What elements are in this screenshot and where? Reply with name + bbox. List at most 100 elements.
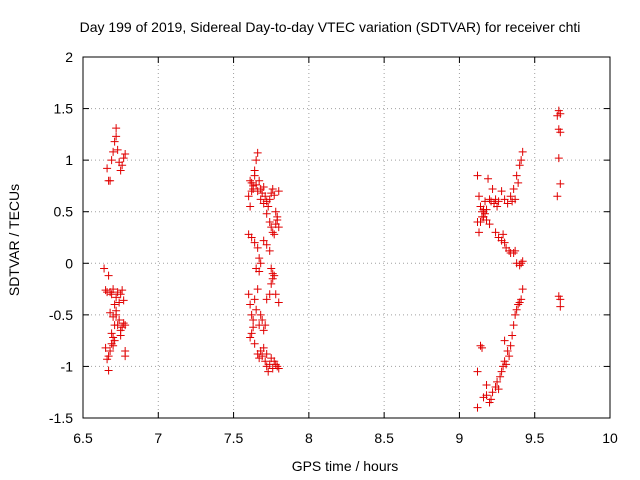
data-point [505, 352, 514, 361]
data-point [553, 192, 562, 201]
data-point [508, 331, 517, 340]
data-point [255, 176, 264, 185]
data-point [109, 147, 118, 156]
data-point [496, 372, 505, 381]
data-point [261, 192, 270, 201]
data-point [500, 336, 509, 345]
data-point [259, 343, 268, 352]
data-point [518, 285, 527, 294]
data-point [488, 388, 497, 397]
data-point [259, 236, 268, 245]
data-point [101, 286, 110, 295]
data-point [106, 308, 115, 317]
data-point [509, 185, 518, 194]
data-point [265, 246, 274, 255]
data-point [556, 179, 565, 188]
data-point [494, 385, 503, 394]
y-axis-label: SDTVAR / TECUs [6, 184, 22, 296]
data-point [511, 310, 520, 319]
data-point [509, 321, 518, 330]
data-point [482, 380, 491, 389]
data-point [503, 199, 512, 208]
data-point [107, 290, 116, 299]
data-point [106, 176, 115, 185]
data-point [262, 350, 271, 359]
data-point [497, 367, 506, 376]
data-point [265, 218, 274, 227]
data-point [500, 238, 509, 247]
data-point [247, 310, 256, 319]
data-point [511, 246, 520, 255]
data-point [259, 199, 268, 208]
data-point [556, 128, 565, 137]
data-point [115, 298, 124, 307]
data-point [514, 178, 523, 187]
data-point [121, 321, 130, 330]
data-point [253, 285, 262, 294]
data-point [110, 137, 119, 146]
data-point [517, 295, 526, 304]
data-point [116, 331, 125, 340]
data-point [253, 243, 262, 252]
y-tick-label: 1 [65, 152, 73, 168]
data-point [494, 197, 503, 206]
data-point [484, 174, 493, 183]
tick-labels: 6.5 7 7.5 8 8.5 9 9.5 10 -1.5 -1 -0.5 0 0.5 1 1.5 2 [49, 49, 618, 446]
data-point [556, 295, 565, 304]
data-point [109, 285, 118, 294]
data-point [106, 346, 115, 355]
data-point [255, 267, 264, 276]
grid [83, 57, 610, 418]
data-point [119, 319, 128, 328]
data-point [112, 124, 121, 133]
data-point [518, 257, 527, 266]
data-point [259, 182, 268, 191]
data-point [517, 259, 526, 268]
data-point [100, 264, 109, 273]
data-point [493, 202, 502, 211]
data-point [503, 346, 512, 355]
data-point [107, 329, 116, 338]
data-point [121, 149, 130, 158]
data-point [267, 264, 276, 273]
data-point [250, 171, 259, 180]
data-point [110, 300, 119, 309]
x-axis-label: GPS time / hours [292, 458, 399, 474]
data-point [493, 377, 502, 386]
data-point [252, 305, 261, 314]
data-point [113, 145, 122, 154]
data-point [249, 185, 258, 194]
data-point [502, 360, 511, 369]
x-tick-label: 7.5 [224, 430, 244, 446]
data-point [264, 367, 273, 376]
data-point [478, 343, 487, 352]
data-point [121, 352, 130, 361]
data-point [261, 321, 270, 330]
data-point [107, 156, 116, 165]
data-point [246, 333, 255, 342]
data-point [476, 218, 485, 227]
data-point [267, 279, 276, 288]
x-tick-label: 9.5 [525, 430, 545, 446]
data-point [247, 233, 256, 242]
data-point [553, 111, 562, 120]
data-point [112, 132, 121, 141]
data-point [262, 209, 271, 218]
data-point [509, 248, 518, 257]
plot-frame [82, 56, 611, 419]
data-point [116, 290, 125, 299]
data-point [244, 192, 253, 201]
data-point [109, 341, 118, 350]
data-point [267, 223, 276, 232]
data-point [246, 202, 255, 211]
data-point [256, 259, 265, 268]
data-point [506, 192, 515, 201]
data-point [473, 367, 482, 376]
data-point [244, 290, 253, 299]
data-point [252, 180, 261, 189]
data-point [271, 207, 280, 216]
data-point [273, 212, 282, 221]
data-point [258, 316, 267, 325]
